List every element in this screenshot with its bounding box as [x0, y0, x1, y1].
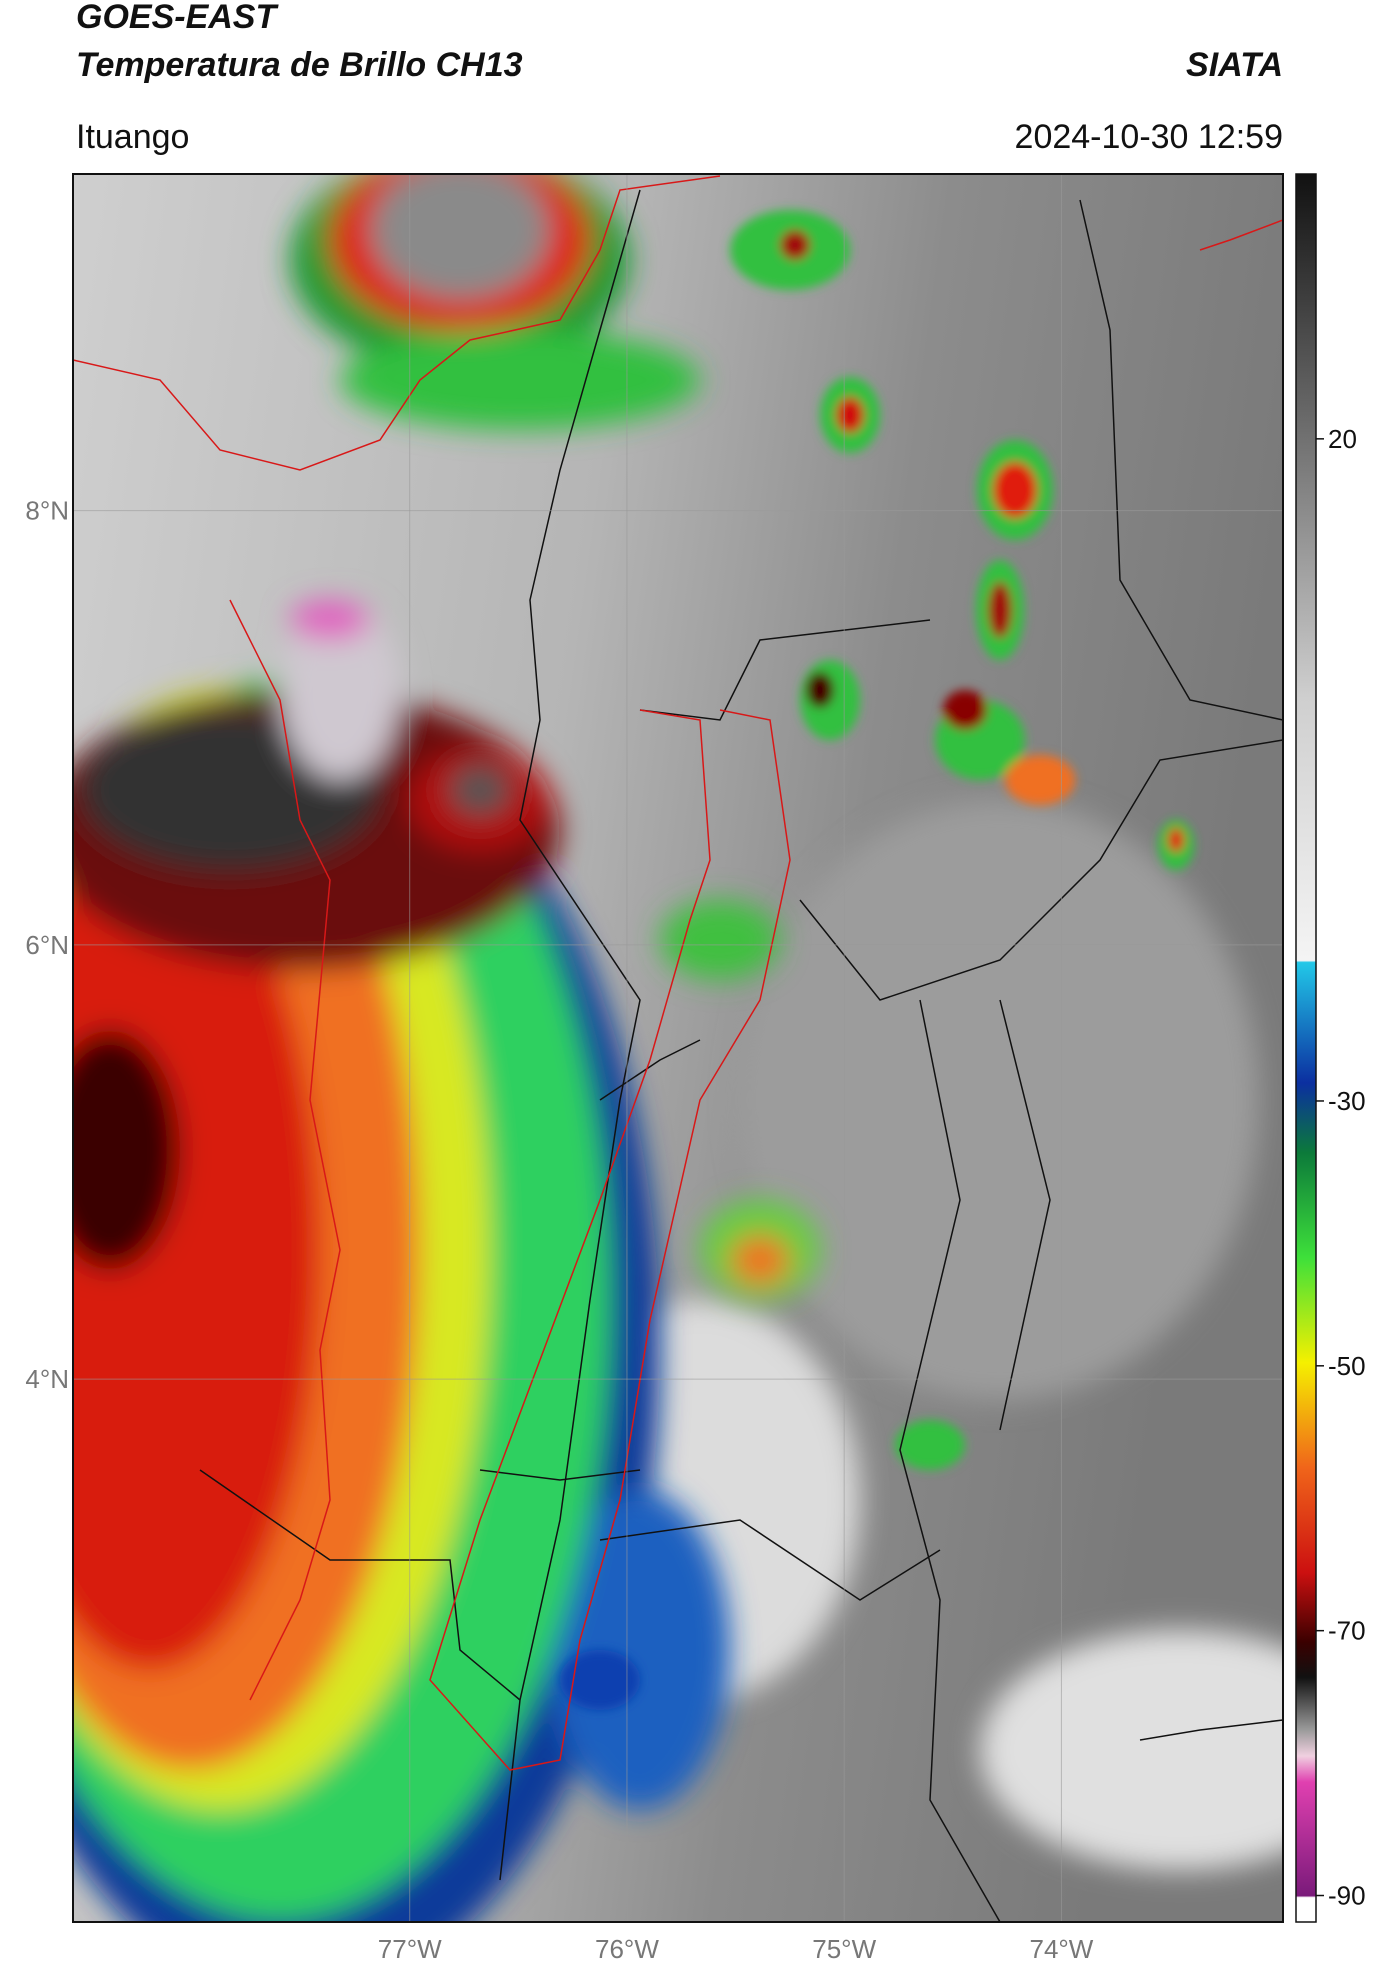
lat-label: 4°N	[25, 1364, 69, 1394]
lon-label: 74°W	[1029, 1934, 1093, 1964]
colorbar-tick-label: -90	[1328, 1881, 1366, 1911]
graticule	[73, 174, 1283, 1922]
subtitle: Temperatura de Brillo CH13	[76, 46, 523, 84]
lat-label: 6°N	[25, 930, 69, 960]
lon-label: 75°W	[812, 1934, 876, 1964]
colorbar-tick-label: 20	[1328, 424, 1357, 454]
colorbar-tick-label: -50	[1328, 1351, 1366, 1381]
satellite-image	[73, 174, 1283, 1922]
source: SIATA	[1186, 46, 1283, 84]
lon-label: 76°W	[595, 1934, 659, 1964]
lat-label: 8°N	[25, 496, 69, 526]
map-frame	[72, 173, 1284, 1923]
colorbar	[1295, 173, 1317, 1923]
title: GOES-EAST	[76, 0, 279, 36]
location: Ituango	[76, 118, 189, 156]
datetime: 2024-10-30 12:59	[1015, 118, 1283, 156]
colorbar-tick-label: -30	[1328, 1086, 1366, 1116]
boundaries	[73, 175, 1283, 1922]
colorbar-tick-label: -70	[1328, 1616, 1366, 1646]
lon-label: 77°W	[378, 1934, 442, 1964]
